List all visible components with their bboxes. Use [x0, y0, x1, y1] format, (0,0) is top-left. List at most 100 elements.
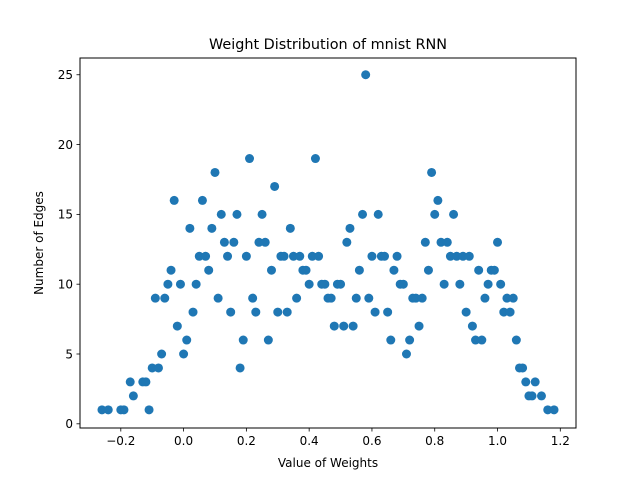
data-point	[505, 307, 515, 317]
x-tick-label: 0.6	[362, 434, 381, 448]
data-point	[361, 70, 371, 80]
data-point	[223, 251, 233, 261]
data-point	[477, 335, 487, 345]
data-point	[530, 377, 540, 387]
data-point	[301, 265, 311, 275]
data-point	[292, 293, 302, 303]
data-point	[339, 321, 349, 331]
data-point	[405, 335, 415, 345]
data-point	[348, 321, 358, 331]
y-tick-label: 15	[58, 208, 73, 222]
data-point	[235, 363, 245, 373]
data-point	[216, 209, 226, 219]
data-point	[329, 321, 339, 331]
data-point	[232, 209, 242, 219]
data-point	[380, 251, 390, 261]
data-point	[153, 363, 163, 373]
data-point	[411, 293, 421, 303]
data-point	[219, 237, 229, 247]
data-point	[103, 405, 113, 415]
x-tick-label: 0.4	[300, 434, 319, 448]
data-point	[191, 279, 201, 289]
data-point	[521, 377, 531, 387]
data-point	[401, 349, 411, 359]
data-point	[260, 237, 270, 247]
data-point	[314, 251, 324, 261]
data-point	[445, 251, 455, 261]
y-tick-label: 5	[65, 347, 73, 361]
data-point	[452, 251, 462, 261]
x-tick-label: 0.8	[425, 434, 444, 448]
data-point	[351, 293, 361, 303]
data-point	[423, 265, 433, 275]
data-point	[508, 293, 518, 303]
x-tick-label: 1.0	[488, 434, 507, 448]
data-point	[273, 307, 283, 317]
data-point	[373, 209, 383, 219]
data-points	[97, 70, 559, 415]
data-point	[345, 223, 355, 233]
data-point	[474, 265, 484, 275]
data-point	[420, 237, 430, 247]
data-point	[241, 251, 251, 261]
data-point	[150, 293, 160, 303]
y-tick-label: 10	[58, 277, 73, 291]
data-point	[128, 391, 138, 401]
data-point	[461, 307, 471, 317]
data-point	[119, 405, 129, 415]
data-point	[449, 209, 459, 219]
data-point	[172, 321, 182, 331]
data-point	[282, 307, 292, 317]
data-point	[430, 209, 440, 219]
data-point	[210, 167, 220, 177]
data-point	[458, 251, 468, 261]
data-point	[398, 279, 408, 289]
data-point	[496, 279, 506, 289]
data-point	[433, 195, 443, 205]
data-point	[499, 307, 509, 317]
data-point	[288, 251, 298, 261]
data-point	[471, 335, 481, 345]
chart-title: Weight Distribution of mnist RNN	[209, 37, 447, 53]
data-point	[467, 321, 477, 331]
data-point	[141, 377, 151, 387]
data-point	[439, 279, 449, 289]
data-point	[179, 349, 189, 359]
data-point	[392, 251, 402, 261]
data-point	[125, 377, 135, 387]
data-point	[197, 195, 207, 205]
data-point	[307, 251, 317, 261]
data-point	[160, 293, 170, 303]
data-point	[263, 335, 273, 345]
y-axis-label: Number of Edges	[32, 191, 46, 295]
data-point	[266, 265, 276, 275]
data-point	[536, 391, 546, 401]
data-point	[169, 195, 179, 205]
data-point	[144, 405, 154, 415]
data-point	[358, 209, 368, 219]
x-tick-label: −0.2	[106, 434, 135, 448]
data-point	[354, 265, 364, 275]
x-tick-label: 0.2	[237, 434, 256, 448]
y-tick-label: 20	[58, 138, 73, 152]
data-point	[511, 335, 521, 345]
data-point	[194, 251, 204, 261]
data-point	[251, 307, 261, 317]
data-point	[342, 237, 352, 247]
data-point	[207, 223, 217, 233]
data-point	[254, 237, 264, 247]
data-point	[464, 251, 474, 261]
data-point	[163, 279, 173, 289]
data-point	[489, 265, 499, 275]
data-point	[257, 209, 267, 219]
data-point	[436, 237, 446, 247]
x-axis-ticks: −0.2 0.0 0.2 0.4 0.6 0.8 1.0 1.2	[106, 428, 570, 448]
data-point	[414, 321, 424, 331]
data-point	[364, 293, 374, 303]
y-axis-ticks: 0 5 10 15 20 25	[58, 68, 80, 431]
data-point	[527, 391, 537, 401]
data-point	[502, 293, 512, 303]
data-point	[549, 405, 559, 415]
y-tick-label: 0	[65, 417, 73, 431]
